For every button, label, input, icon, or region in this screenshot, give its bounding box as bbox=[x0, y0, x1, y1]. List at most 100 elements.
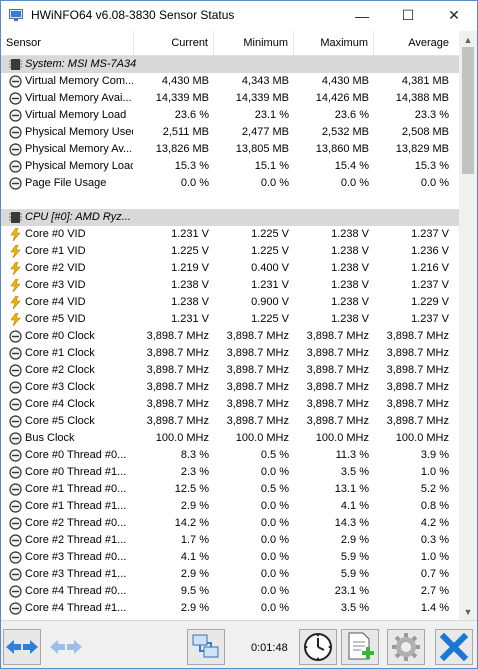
maximum-value: 1.238 V bbox=[331, 279, 369, 291]
sensor-row[interactable]: Core #3 VID 1.238 V 1.231 V 1.238 V 1.237 V bbox=[1, 277, 459, 294]
vertical-scrollbar[interactable]: ▲ ▼ bbox=[459, 31, 477, 620]
gauge-icon bbox=[9, 92, 22, 105]
sensor-row[interactable]: Physical Memory Used 2,511 MB 2,477 MB 2,53… bbox=[1, 124, 459, 141]
column-header-maximum[interactable]: Maximum bbox=[294, 31, 374, 55]
sensor-list: System: MSI MS-7A34 Virtual Memory Com...… bbox=[1, 55, 459, 620]
sensor-label: Physical Memory Load bbox=[25, 160, 133, 172]
sensor-row[interactable]: Core #5 VID 1.231 V 1.225 V 1.238 V 1.237 V bbox=[1, 311, 459, 328]
average-value: 3,898.7 MHz bbox=[386, 364, 449, 376]
current-value: 3,898.7 MHz bbox=[146, 415, 209, 427]
add-report-icon bbox=[348, 632, 374, 660]
sensor-row[interactable]: Virtual Memory Com... 4,430 MB 4,343 MB 4,4… bbox=[1, 73, 459, 90]
minimum-value: 1.231 V bbox=[251, 279, 289, 291]
chip-icon bbox=[9, 59, 22, 70]
sensor-row[interactable]: Core #3 Clock 3,898.7 MHz 3,898.7 MHz 3,898… bbox=[1, 379, 459, 396]
sensor-group-row[interactable]: System: MSI MS-7A34 bbox=[1, 56, 459, 73]
sensor-row[interactable]: Bus Clock 100.0 MHz 100.0 MHz 100.0 MHz 100.… bbox=[1, 430, 459, 447]
current-value: 2,511 MB bbox=[162, 126, 209, 138]
sensor-label: Physical Memory Av... bbox=[25, 143, 133, 155]
minimum-value: 3,898.7 MHz bbox=[226, 364, 289, 376]
maximum-value: 1.238 V bbox=[331, 296, 369, 308]
sensor-row[interactable]: Core #0 Thread #1... 2.3 % 0.0 % 3.5 % 1.0 % bbox=[1, 464, 459, 481]
sensor-row[interactable]: Core #0 VID 1.231 V 1.225 V 1.238 V 1.237 V bbox=[1, 226, 459, 243]
minimum-value: 0.400 V bbox=[251, 262, 289, 274]
sensor-row[interactable]: Core #3 Thread #0... 4.1 % 0.0 % 5.9 % 1.0 % bbox=[1, 549, 459, 566]
network-button[interactable] bbox=[187, 629, 225, 665]
maximum-value: 15.4 % bbox=[334, 160, 369, 172]
sensor-row[interactable]: Core #2 Thread #1... 1.7 % 0.0 % 2.9 % 0.3 % bbox=[1, 532, 459, 549]
close-window-button[interactable]: ✕ bbox=[431, 1, 477, 30]
maximize-button[interactable]: ☐ bbox=[385, 1, 431, 30]
minimum-value: 0.0 % bbox=[260, 551, 289, 563]
sensor-row[interactable]: Core #0 Clock 3,898.7 MHz 3,898.7 MHz 3,898… bbox=[1, 328, 459, 345]
sensor-row[interactable]: Core #0 Thread #0... 8.3 % 0.5 % 11.3 % 3.9 … bbox=[1, 447, 459, 464]
sensor-row[interactable]: Core #4 Thread #1... 2.9 % 0.0 % 3.5 % 1.4 % bbox=[1, 600, 459, 617]
sensor-row[interactable]: Core #1 Thread #0... 12.5 % 0.5 % 13.1 % 5.2… bbox=[1, 481, 459, 498]
maximum-value: 3.5 % bbox=[340, 466, 369, 478]
current-value: 14.2 % bbox=[174, 517, 209, 529]
maximum-value: 100.0 MHz bbox=[315, 432, 369, 444]
sensor-label: Core #5 Clock bbox=[25, 415, 95, 427]
title-bar[interactable]: HWiNFO64 v6.08-3830 Sensor Status — ☐ ✕ bbox=[1, 1, 477, 30]
gauge-icon bbox=[9, 381, 22, 394]
average-value: 0.0 % bbox=[420, 177, 449, 189]
maximum-value: 0.0 % bbox=[340, 177, 369, 189]
sensor-row[interactable]: Core #2 Thread #0... 14.2 % 0.0 % 14.3 % 4.2… bbox=[1, 515, 459, 532]
logging-button[interactable] bbox=[341, 629, 379, 665]
settings-gear-icon bbox=[392, 633, 420, 661]
sensor-label: Core #2 Clock bbox=[25, 364, 95, 376]
sensor-row[interactable]: Physical Memory Load 15.3 % 15.1 % 15.4 % 15… bbox=[1, 158, 459, 175]
column-header: Sensor Current Minimum Maximum Average bbox=[1, 31, 459, 56]
sensor-group-row[interactable]: CPU [#0]: AMD Ryz... bbox=[1, 209, 459, 226]
expand-collapse-button[interactable] bbox=[3, 629, 41, 665]
scrollbar-thumb[interactable] bbox=[462, 47, 474, 174]
average-value: 3,898.7 MHz bbox=[386, 398, 449, 410]
sensor-row[interactable]: Core #4 VID 1.238 V 0.900 V 1.238 V 1.229 V bbox=[1, 294, 459, 311]
sensor-row[interactable]: Core #5 Clock 3,898.7 MHz 3,898.7 MHz 3,898… bbox=[1, 413, 459, 430]
minimize-button[interactable]: — bbox=[339, 1, 385, 30]
column-header-current[interactable]: Current bbox=[134, 31, 214, 55]
column-header-sensor[interactable]: Sensor bbox=[1, 31, 134, 55]
sensor-row[interactable]: Core #1 Thread #1... 2.9 % 0.0 % 4.1 % 0.8 % bbox=[1, 498, 459, 515]
gauge-icon bbox=[9, 75, 22, 88]
sensor-row[interactable]: Core #3 Thread #1... 2.9 % 0.0 % 5.9 % 0.7 % bbox=[1, 566, 459, 583]
sensor-label: Core #0 Thread #1... bbox=[25, 466, 127, 478]
column-header-minimum[interactable]: Minimum bbox=[214, 31, 294, 55]
gauge-icon bbox=[9, 466, 22, 479]
sensor-label: Bus Clock bbox=[25, 432, 75, 444]
minimum-value: 3,898.7 MHz bbox=[226, 330, 289, 342]
gauge-icon bbox=[9, 449, 22, 462]
settings-button[interactable] bbox=[387, 629, 425, 665]
scroll-up-arrow-icon[interactable]: ▲ bbox=[463, 34, 473, 45]
gauge-icon bbox=[9, 398, 22, 411]
sensor-row[interactable]: Page File Usage 0.0 % 0.0 % 0.0 % 0.0 % bbox=[1, 175, 459, 192]
current-value: 13,826 MB bbox=[155, 143, 209, 155]
reset-timer-button[interactable] bbox=[299, 629, 337, 665]
sensor-row[interactable]: Core #1 Clock 3,898.7 MHz 3,898.7 MHz 3,898… bbox=[1, 345, 459, 362]
sensor-row[interactable]: Core #2 VID 1.219 V 0.400 V 1.238 V 1.216 V bbox=[1, 260, 459, 277]
current-value: 4,430 MB bbox=[161, 75, 209, 87]
elapsed-time: 0:01:48 bbox=[251, 642, 288, 654]
minimum-value: 2,477 MB bbox=[241, 126, 289, 138]
expand-collapse-disabled-button[interactable] bbox=[47, 629, 85, 665]
bolt-icon bbox=[10, 279, 21, 292]
sensor-row[interactable]: Core #1 VID 1.225 V 1.225 V 1.238 V 1.236 V bbox=[1, 243, 459, 260]
scroll-down-arrow-icon[interactable]: ▼ bbox=[463, 606, 473, 617]
maximum-value: 5.9 % bbox=[340, 551, 369, 563]
minimum-value: 0.0 % bbox=[260, 466, 289, 478]
gauge-icon bbox=[9, 177, 22, 190]
sensor-row[interactable]: Core #4 Thread #0... 9.5 % 0.0 % 23.1 % 2.7 … bbox=[1, 583, 459, 600]
sensor-row[interactable]: Physical Memory Av... 13,826 MB 13,805 MB 1… bbox=[1, 141, 459, 158]
maximum-value: 14.3 % bbox=[334, 517, 369, 529]
sensor-row[interactable]: Core #4 Clock 3,898.7 MHz 3,898.7 MHz 3,898… bbox=[1, 396, 459, 413]
current-value: 2.9 % bbox=[180, 568, 209, 580]
average-value: 1.0 % bbox=[420, 466, 449, 478]
average-value: 4.2 % bbox=[420, 517, 449, 529]
maximum-value: 2,532 MB bbox=[321, 126, 369, 138]
sensor-row[interactable]: Virtual Memory Load 23.6 % 23.1 % 23.6 % 23.… bbox=[1, 107, 459, 124]
sensor-row[interactable]: Virtual Memory Avai... 14,339 MB 14,339 MB… bbox=[1, 90, 459, 107]
sensor-row[interactable]: Core #2 Clock 3,898.7 MHz 3,898.7 MHz 3,898… bbox=[1, 362, 459, 379]
close-sensors-button[interactable] bbox=[435, 629, 473, 665]
column-header-average[interactable]: Average bbox=[408, 37, 449, 49]
average-value: 1.229 V bbox=[411, 296, 449, 308]
